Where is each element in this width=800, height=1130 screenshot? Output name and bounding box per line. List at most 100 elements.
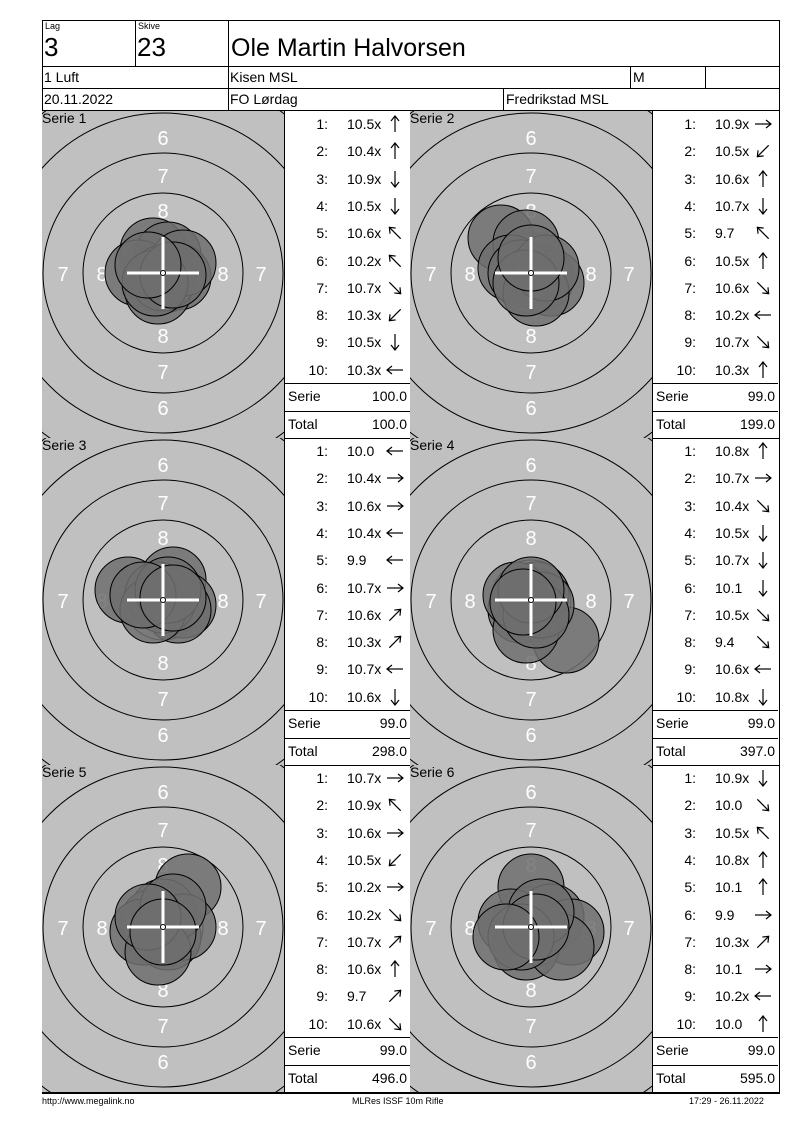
shot-number: 7: [316, 933, 328, 950]
direction-arrow-icon [387, 501, 404, 511]
direction-arrow-icon [758, 878, 768, 896]
shot-score: 10.0 [715, 1015, 743, 1032]
shot-row: 4: 10.4x [285, 520, 410, 547]
shot-number: 3: [316, 497, 328, 514]
shot-score: 10.5x [715, 143, 750, 160]
shot-row: 10: 10.0 [653, 1011, 778, 1038]
ring-number: 8 [525, 980, 536, 1002]
direction-arrow-icon [388, 990, 402, 1003]
ring-number: 8 [157, 201, 168, 223]
shot-row: 8: 10.3x [285, 302, 410, 329]
serie-value: 99.0 [747, 388, 775, 404]
direction-arrow-icon [758, 850, 768, 868]
footer-url[interactable]: http://www.megalink.no [42, 1096, 135, 1106]
shot-row: 5: 9.9 [285, 547, 410, 574]
shot-number: 2: [684, 797, 696, 814]
shot-score: 10.2x [347, 879, 382, 896]
target-ring-4 [42, 766, 284, 1088]
target-ring-3 [42, 806, 284, 1048]
serie-row: Serie 99.0 [653, 383, 778, 410]
shot-score: 10.6x [347, 606, 382, 623]
shot-score: 10.3x [715, 361, 750, 378]
target-ring-3 [410, 152, 652, 394]
shot-score: 10.9x [347, 797, 382, 814]
shot-score: 10.5x [715, 524, 750, 541]
target-ring-4 [410, 766, 652, 1088]
shot-row: 9: 10.7x [285, 656, 410, 683]
direction-arrow-icon [758, 688, 768, 706]
target-serie-4: 6 7 8 8 7 6 7 8 8 7 Serie 4 [410, 438, 652, 765]
shot-score: 10.7x [347, 661, 382, 678]
shot-score: 10.5x [347, 334, 382, 351]
shot-row: 2: 10.4x [285, 138, 410, 165]
ring-number: 7 [525, 166, 536, 188]
shot-number: 1: [316, 116, 328, 132]
shot-score: 10.6x [347, 688, 382, 705]
shot-score: 10.5x [347, 116, 382, 132]
shot-row: 9: 10.5x [285, 329, 410, 356]
shot-row: 6: 10.2x [285, 902, 410, 929]
shot-score: 10.7x [347, 279, 382, 296]
shot-score: 10.2x [715, 307, 750, 324]
total-value: 298.0 [371, 743, 407, 759]
serie-title: Serie 6 [410, 765, 455, 780]
shot-score: 10.6x [347, 497, 382, 514]
direction-arrow-icon [755, 119, 772, 129]
shot-row: 4: 10.7x [653, 193, 778, 220]
total-value: 397.0 [739, 743, 775, 759]
date: 20.11.2022 [44, 91, 114, 107]
total-value: 496.0 [371, 1070, 407, 1086]
shot-row: 3: 10.4x [653, 493, 778, 520]
total-label: Total [288, 416, 318, 432]
ring-number: 6 [157, 1052, 168, 1074]
shot-number: 5: [684, 879, 696, 896]
shot-row: 9: 10.7x [653, 329, 778, 356]
ring-number: 8 [96, 918, 107, 940]
center-dot [160, 270, 166, 276]
shot-row: 1: 10.5x [285, 111, 410, 138]
shot-hole [472, 903, 540, 971]
ring-number: 7 [525, 1016, 536, 1038]
serie-row: Serie 100.0 [285, 383, 410, 410]
shot-number: 1: [684, 770, 696, 786]
direction-arrow-icon [390, 960, 400, 978]
shot-hole [489, 568, 557, 636]
center-dot [528, 924, 534, 930]
direction-arrow-icon [390, 688, 400, 706]
shot-number: 10: [308, 1015, 328, 1032]
shot-number: 9: [684, 334, 696, 351]
shot-number: 4: [684, 524, 696, 541]
shot-score: 10.4x [347, 524, 382, 541]
shot-score: 10.7x [347, 579, 382, 596]
direction-arrow-icon [388, 608, 402, 621]
shot-number: 4: [316, 524, 328, 541]
direction-arrow-icon [754, 310, 771, 320]
target-ring-3 [410, 479, 652, 721]
shot-score: 10.7x [715, 197, 750, 214]
total-row: Total 298.0 [285, 738, 410, 765]
serie-label: Serie [656, 715, 689, 731]
shot-row: 10: 10.8x [653, 684, 778, 711]
serie-label: Serie [656, 1042, 689, 1058]
target-ring-3 [410, 806, 652, 1048]
competition-name: FO Lørdag [230, 91, 298, 107]
direction-arrow-icon [388, 254, 402, 267]
target-ring-2 [450, 519, 612, 681]
shot-score: 10.5x [347, 851, 382, 868]
shot-row: 4: 10.5x [653, 520, 778, 547]
shot-score: 10.7x [715, 552, 750, 569]
ring-number: 7 [57, 591, 68, 613]
shot-row: 4: 10.5x [285, 193, 410, 220]
ring-number: 6 [157, 725, 168, 747]
shot-row: 3: 10.6x [285, 820, 410, 847]
direction-arrow-icon [756, 145, 770, 158]
direction-arrow-icon [388, 853, 402, 867]
shot-score: 10.9x [715, 770, 750, 786]
total-label: Total [656, 416, 686, 432]
direction-arrow-icon [387, 828, 404, 838]
shot-score: 10.8x [715, 851, 750, 868]
ring-number: 7 [157, 493, 168, 515]
ring-number: 6 [157, 782, 168, 804]
